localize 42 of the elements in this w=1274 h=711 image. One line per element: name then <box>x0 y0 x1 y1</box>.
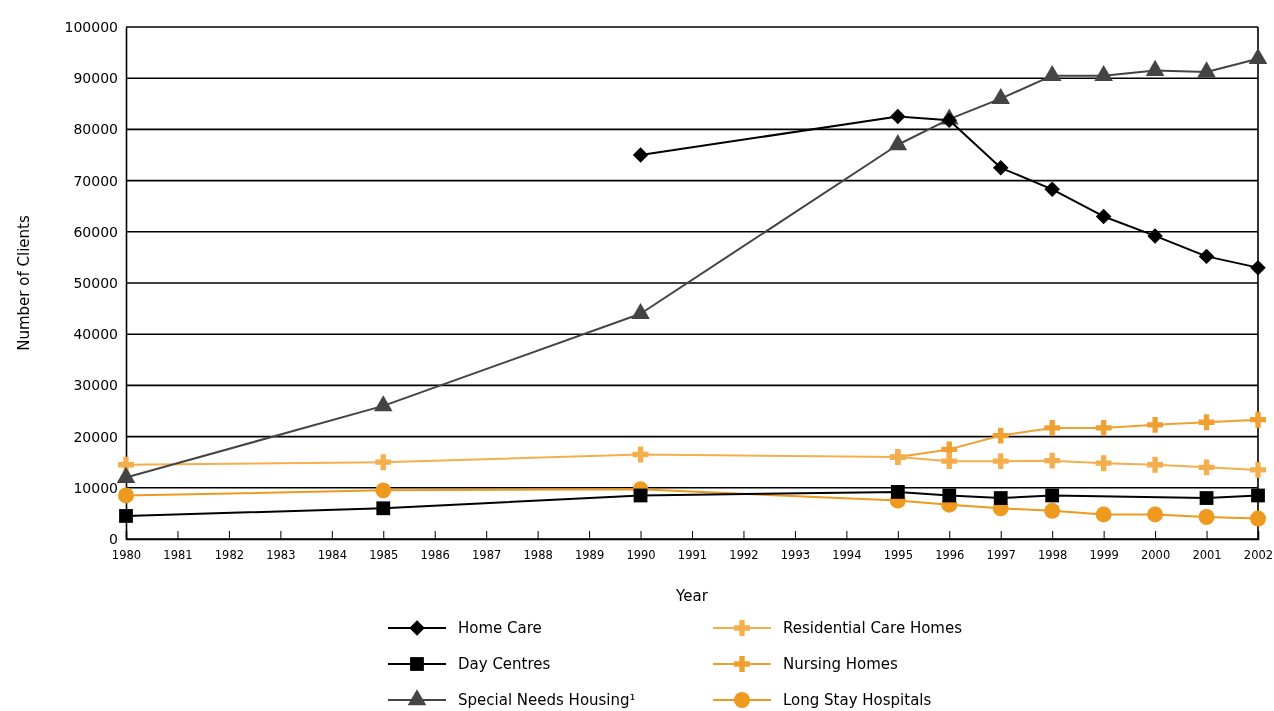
x-tick-label: 1980 <box>111 548 142 563</box>
legend-label: Special Needs Housing¹ <box>458 691 636 709</box>
x-tick-label: 1991 <box>677 548 708 563</box>
legend-label: Residential Care Homes <box>783 619 963 637</box>
y-tick-label: 40000 <box>73 326 118 343</box>
x-tick-label: 1997 <box>986 548 1016 563</box>
x-tick-label: 1993 <box>780 548 811 563</box>
x-tick-label: 2000 <box>1140 548 1171 563</box>
x-tick-label: 1984 <box>317 548 347 563</box>
y-tick-label: 100000 <box>64 18 118 35</box>
y-tick-label: 70000 <box>73 172 118 189</box>
y-tick-label: 60000 <box>73 223 118 240</box>
y-tick-label: 80000 <box>73 121 118 138</box>
x-tick-label: 2001 <box>1192 548 1222 563</box>
x-tick-label: 1986 <box>420 548 450 563</box>
y-tick-label: 20000 <box>73 428 118 445</box>
x-tick-label: 1999 <box>1089 548 1119 563</box>
x-tick-label: 1983 <box>266 548 296 563</box>
x-tick-label: 1985 <box>369 548 399 563</box>
x-tick-label: 1995 <box>883 548 913 563</box>
x-tick-label: 1992 <box>729 548 759 563</box>
legend-label: Day Centres <box>458 655 551 673</box>
y-tick-label: 30000 <box>73 377 118 394</box>
x-tick-label: 2002 <box>1243 548 1274 563</box>
x-tick-label: 1990 <box>626 548 656 563</box>
legend-label: Home Care <box>458 619 542 637</box>
y-tick-label: 90000 <box>73 70 118 87</box>
x-tick-label: 1996 <box>935 548 965 563</box>
x-axis-title: Year <box>675 587 709 605</box>
y-tick-label: 0 <box>109 530 118 547</box>
legend-label: Nursing Homes <box>783 655 898 673</box>
x-tick-label: 1981 <box>163 548 193 563</box>
y-tick-label: 10000 <box>73 479 118 496</box>
x-tick-label: 1988 <box>523 548 553 563</box>
x-tick-label: 1989 <box>574 548 605 563</box>
y-axis-title: Number of Clients <box>15 215 33 351</box>
x-tick-label: 1982 <box>214 548 245 563</box>
x-tick-label: 1994 <box>832 548 862 563</box>
x-tick-label: 1998 <box>1038 548 1068 563</box>
y-tick-label: 50000 <box>73 274 118 291</box>
x-tick-label: 1987 <box>472 548 502 563</box>
legend-label: Long Stay Hospitals <box>783 691 932 709</box>
